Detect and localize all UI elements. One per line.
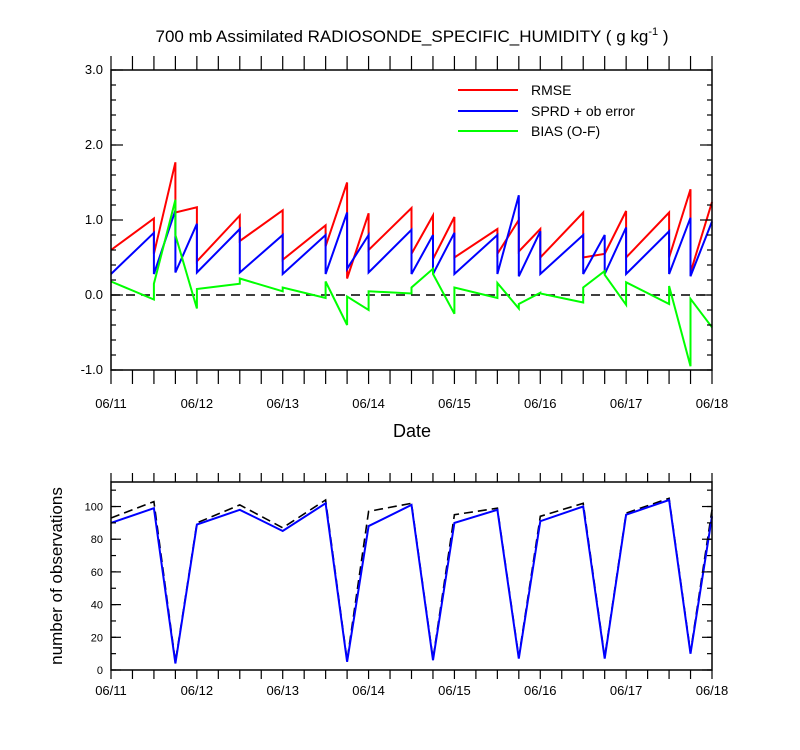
top-series-sprd-ob-error	[110, 195, 713, 277]
bottom-xtick-label: 06/17	[610, 683, 643, 698]
top-axis-ticks: -1.0 0.0 1.0 2.0 3.0 06/11 06/12 06/13 06/14 06/1…	[81, 56, 729, 411]
bottom-xtick-label: 06/11	[95, 683, 127, 698]
bottom-ytick-label: 80	[91, 534, 103, 546]
bottom-xtick-label: 06/16	[524, 683, 557, 698]
top-xtick-label: 06/18	[696, 396, 729, 411]
top-series-bias-o-f	[110, 199, 713, 367]
top-xtick-label: 06/15	[438, 396, 471, 411]
top-ytick-label: 0.0	[85, 287, 103, 302]
top-series-rmse	[110, 162, 713, 279]
legend-label-bias: BIAS (O-F)	[531, 123, 600, 139]
top-xtick-label: 06/13	[266, 396, 299, 411]
bottom-ytick-label: 100	[85, 502, 103, 514]
top-xtick-label: 06/16	[524, 396, 557, 411]
bottom-xtick-label: 06/14	[352, 683, 385, 698]
top-series-layer	[110, 162, 713, 367]
bottom-xtick-label: 06/18	[696, 683, 729, 698]
chart-title: 700 mb Assimilated RADIOSONDE_SPECIFIC_H…	[156, 26, 669, 46]
bottom-xtick-label: 06/13	[266, 683, 299, 698]
legend-label-rmse: RMSE	[531, 82, 571, 98]
legend: RMSE SPRD + ob error BIAS (O-F)	[458, 82, 635, 139]
bottom-ytick-label: 60	[91, 567, 103, 579]
legend-label-sprd: SPRD + ob error	[531, 103, 635, 119]
bottom-axis-ticks: 0 20 40 60 80 100 06/11 06/12 06/13 06/14 06/15 06/…	[85, 473, 729, 698]
top-xtick-label: 06/17	[610, 396, 643, 411]
top-xtick-label: 06/12	[181, 396, 214, 411]
top-ytick-label: 2.0	[85, 137, 103, 152]
bottom-ytick-label: 0	[97, 665, 103, 677]
top-ytick-label: 1.0	[85, 212, 103, 227]
bottom-xtick-label: 06/15	[438, 683, 471, 698]
x-axis-label: Date	[393, 421, 431, 441]
bottom-xtick-label: 06/12	[181, 683, 214, 698]
y-axis-label-observations: number of observations	[47, 487, 66, 665]
top-xtick-label: 06/14	[352, 396, 385, 411]
top-ytick-label: 3.0	[85, 62, 103, 77]
bottom-ytick-label: 20	[91, 632, 103, 644]
top-ytick-label: -1.0	[81, 362, 103, 377]
bottom-series-layer	[110, 497, 713, 664]
bottom-ytick-label: 40	[91, 600, 103, 612]
bottom-series-observations-used	[110, 498, 713, 664]
top-xtick-label: 06/11	[95, 396, 127, 411]
